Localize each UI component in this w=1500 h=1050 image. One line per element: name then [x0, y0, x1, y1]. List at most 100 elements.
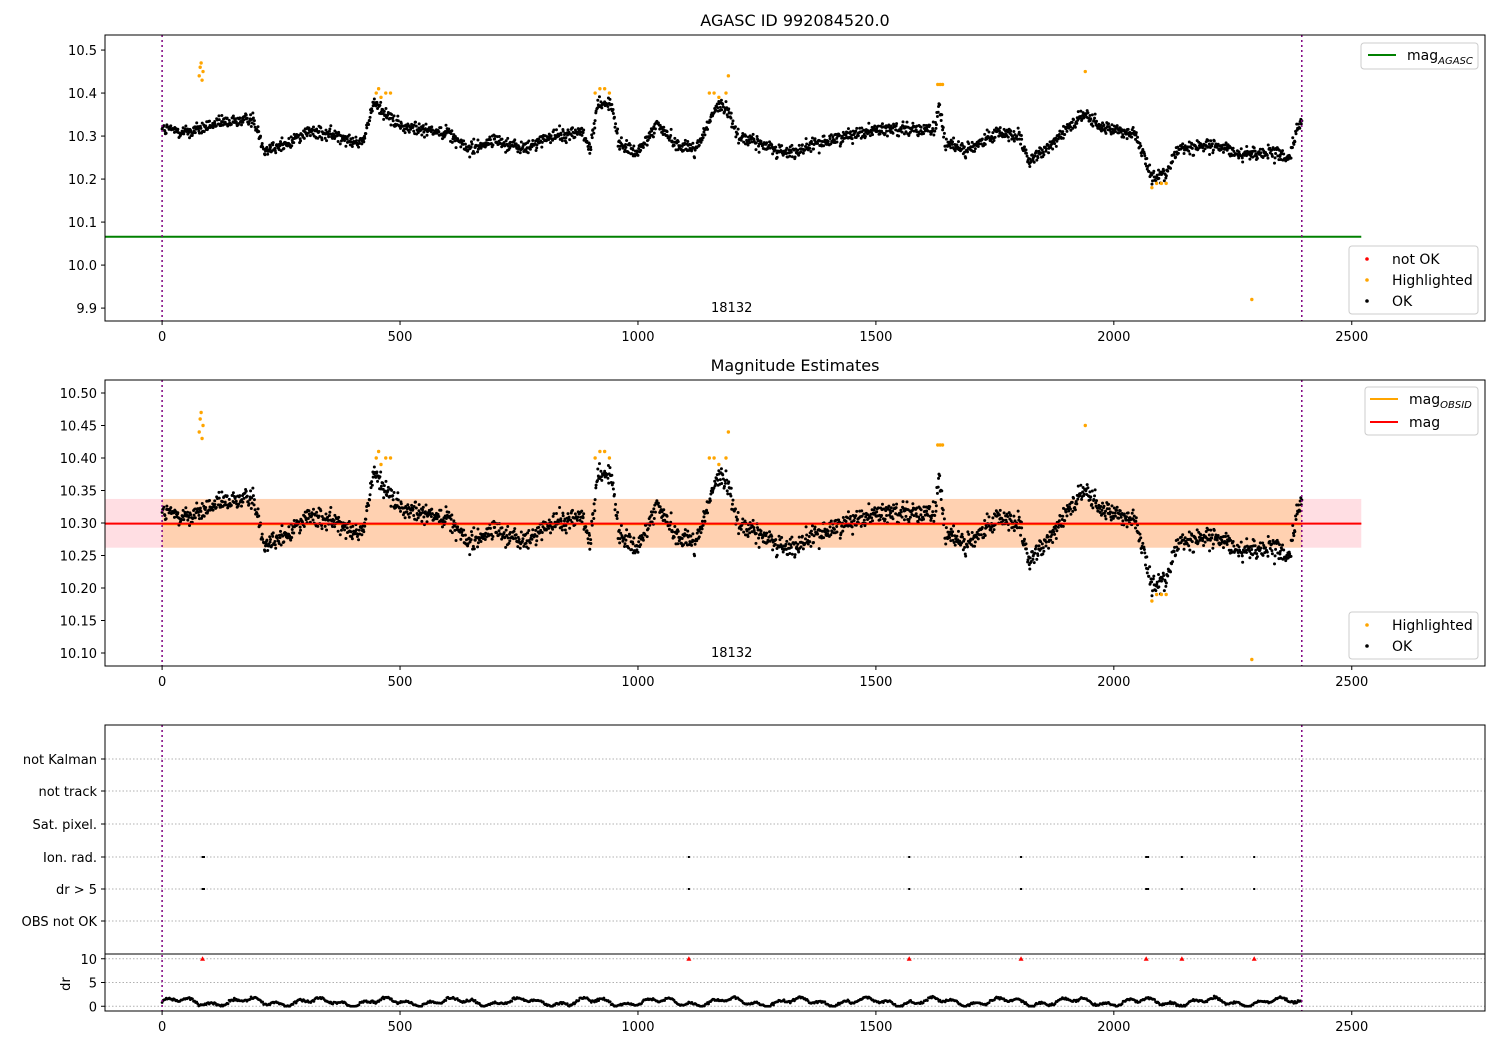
- ok-point: [731, 498, 735, 502]
- ok-point: [938, 474, 942, 478]
- ok-point: [526, 531, 530, 535]
- ok-point: [330, 525, 334, 529]
- ok-point: [165, 504, 169, 508]
- ok-point: [962, 537, 966, 541]
- ok-point: [567, 515, 571, 519]
- ok-point: [588, 547, 592, 551]
- ok-point: [751, 518, 755, 522]
- ok-point: [641, 145, 645, 149]
- ok-point: [414, 124, 418, 128]
- ok-point: [439, 126, 443, 130]
- ok-point: [311, 518, 315, 522]
- highlighted-point: [379, 462, 383, 467]
- ok-point: [789, 545, 793, 549]
- ok-point: [1171, 560, 1175, 564]
- ok-point: [672, 535, 676, 539]
- ok-point: [396, 491, 400, 495]
- ok-point: [271, 143, 275, 147]
- ok-point: [1092, 498, 1096, 502]
- ok-point: [1224, 531, 1228, 535]
- ok-point: [343, 139, 347, 143]
- ok-point: [720, 108, 724, 112]
- ok-point: [484, 141, 488, 145]
- ok-point: [1090, 122, 1094, 126]
- ok-point: [249, 489, 253, 493]
- ok-point: [822, 536, 826, 540]
- ok-point: [360, 533, 364, 537]
- ok-point: [671, 530, 675, 534]
- ok-point: [790, 552, 794, 556]
- ok-point: [251, 111, 255, 115]
- ok-point: [1090, 489, 1094, 493]
- ok-point: [631, 148, 635, 152]
- ok-point: [983, 142, 987, 146]
- ok-point: [860, 509, 864, 513]
- ok-point: [828, 525, 832, 529]
- highlighted-point: [602, 449, 607, 454]
- ok-point: [279, 529, 283, 533]
- ok-point: [324, 518, 328, 522]
- ok-point: [164, 131, 168, 135]
- ok-point: [463, 533, 467, 537]
- ok-point: [1025, 551, 1029, 555]
- ok-point: [187, 515, 191, 519]
- ok-point: [1237, 545, 1241, 549]
- legend-not-ok-label: not OK: [1392, 252, 1440, 268]
- ok-point: [726, 115, 730, 119]
- ok-point: [625, 139, 629, 143]
- ok-point: [600, 106, 604, 110]
- ok-point: [880, 129, 884, 133]
- x-tick-label: 2500: [1335, 330, 1368, 345]
- highlighted-point: [1159, 592, 1164, 597]
- ok-point: [1024, 151, 1028, 155]
- ok-point: [1274, 547, 1278, 551]
- ok-point: [922, 517, 926, 521]
- ok-point: [953, 543, 957, 547]
- ok-point: [414, 500, 418, 504]
- panel1-plot-area: [105, 35, 1362, 321]
- ok-point: [691, 532, 695, 536]
- ok-point: [1086, 111, 1090, 115]
- highlighted-point: [598, 449, 602, 454]
- ok-point: [672, 143, 676, 147]
- ok-point: [528, 147, 532, 151]
- ok-point: [1278, 543, 1282, 547]
- ok-point: [535, 534, 539, 538]
- ok-point: [1031, 557, 1035, 561]
- y-tick-label: 10.10: [60, 647, 97, 662]
- ok-point: [591, 512, 595, 516]
- ok-point: [933, 501, 937, 505]
- ok-point: [345, 137, 349, 141]
- highlighted-point: [607, 456, 612, 460]
- ok-point: [899, 127, 903, 131]
- panel2-legend-points: Highlighted OK: [1348, 611, 1479, 660]
- x-tick-label: 2000: [1097, 675, 1130, 690]
- legend-ok-label: OK: [1392, 639, 1413, 655]
- ok-point: [479, 146, 483, 150]
- ok-point: [1252, 146, 1256, 150]
- ok-point: [1073, 125, 1077, 129]
- ok-point: [800, 534, 804, 538]
- ok-point: [950, 142, 954, 146]
- ok-point: [1169, 166, 1173, 170]
- ok-point: [391, 119, 395, 123]
- ok-point: [249, 124, 253, 128]
- ok-point: [832, 527, 836, 531]
- y-tick-label: 10.1: [68, 216, 97, 231]
- ok-point: [587, 533, 591, 537]
- ok-point: [777, 534, 781, 538]
- ok-point: [899, 510, 903, 514]
- ok-point: [382, 496, 386, 500]
- ok-point: [885, 134, 889, 138]
- ok-point: [1020, 137, 1024, 141]
- ok-point: [405, 510, 409, 514]
- ok-point: [628, 535, 632, 539]
- ok-point: [462, 139, 466, 143]
- ok-point: [389, 123, 393, 127]
- ok-point: [382, 117, 386, 121]
- ok-point: [217, 118, 221, 122]
- ok-point: [876, 124, 880, 128]
- ok-point: [1181, 142, 1185, 146]
- ok-point: [1145, 167, 1149, 171]
- ok-point: [1035, 557, 1039, 561]
